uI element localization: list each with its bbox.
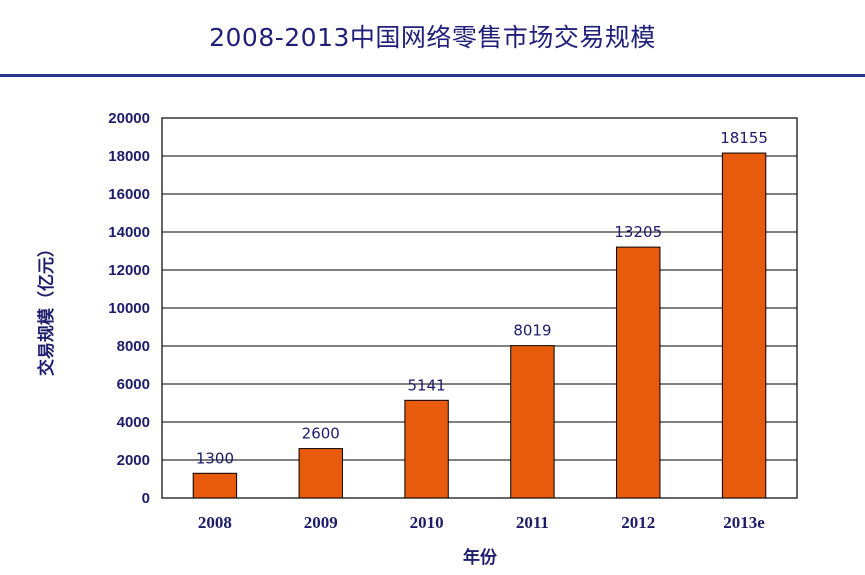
y-tick-label: 20000 <box>108 110 150 127</box>
x-tick-label: 2008 <box>198 513 232 532</box>
bars <box>192 152 767 499</box>
bar-2011 <box>510 345 555 499</box>
title-divider <box>0 74 865 77</box>
x-axis-title: 年份 <box>463 547 498 568</box>
x-tick-label: 2012 <box>621 513 655 532</box>
y-tick-label: 14000 <box>108 224 150 241</box>
bar-2008 <box>192 472 238 499</box>
bar-2013e <box>721 152 767 499</box>
y-tick-label: 10000 <box>108 300 150 317</box>
bar-2012 <box>616 246 661 499</box>
bar-2009 <box>298 448 343 499</box>
data-label-2012: 13205 <box>614 223 662 241</box>
y-tick-label: 18000 <box>108 148 150 165</box>
x-tick-label: 2011 <box>516 513 549 532</box>
y-axis-ticks: 0 2000 4000 6000 8000 10000 12000 14000 16000 180… <box>108 110 150 507</box>
data-label-2009: 2600 <box>302 425 340 443</box>
data-label-2011: 8019 <box>513 322 551 340</box>
x-tick-label: 2009 <box>304 513 338 532</box>
bar-2010 <box>404 399 449 499</box>
y-tick-label: 0 <box>142 490 150 507</box>
data-label-2008: 1300 <box>196 449 234 467</box>
data-labels: 1300 2600 5141 8019 13205 18155 <box>196 129 768 467</box>
x-axis-ticks: 2008 2009 2010 2011 2012 2013e <box>198 513 765 532</box>
chart-title: 2008-2013中国网络零售市场交易规模 <box>209 23 656 52</box>
y-tick-label: 6000 <box>117 376 150 393</box>
data-label-2013e: 18155 <box>720 129 768 147</box>
plot-area-frame <box>161 117 798 499</box>
y-tick-label: 12000 <box>108 262 150 279</box>
y-tick-label: 8000 <box>117 338 150 355</box>
x-tick-label: 2010 <box>410 513 444 532</box>
y-tick-label: 2000 <box>117 452 150 469</box>
y-axis-title: 交易规模（亿元） <box>36 240 57 376</box>
data-label-2010: 5141 <box>407 376 445 394</box>
x-tick-label: 2013e <box>723 513 765 532</box>
y-tick-label: 16000 <box>108 186 150 203</box>
gridlines <box>162 155 797 461</box>
y-tick-label: 4000 <box>117 414 150 431</box>
